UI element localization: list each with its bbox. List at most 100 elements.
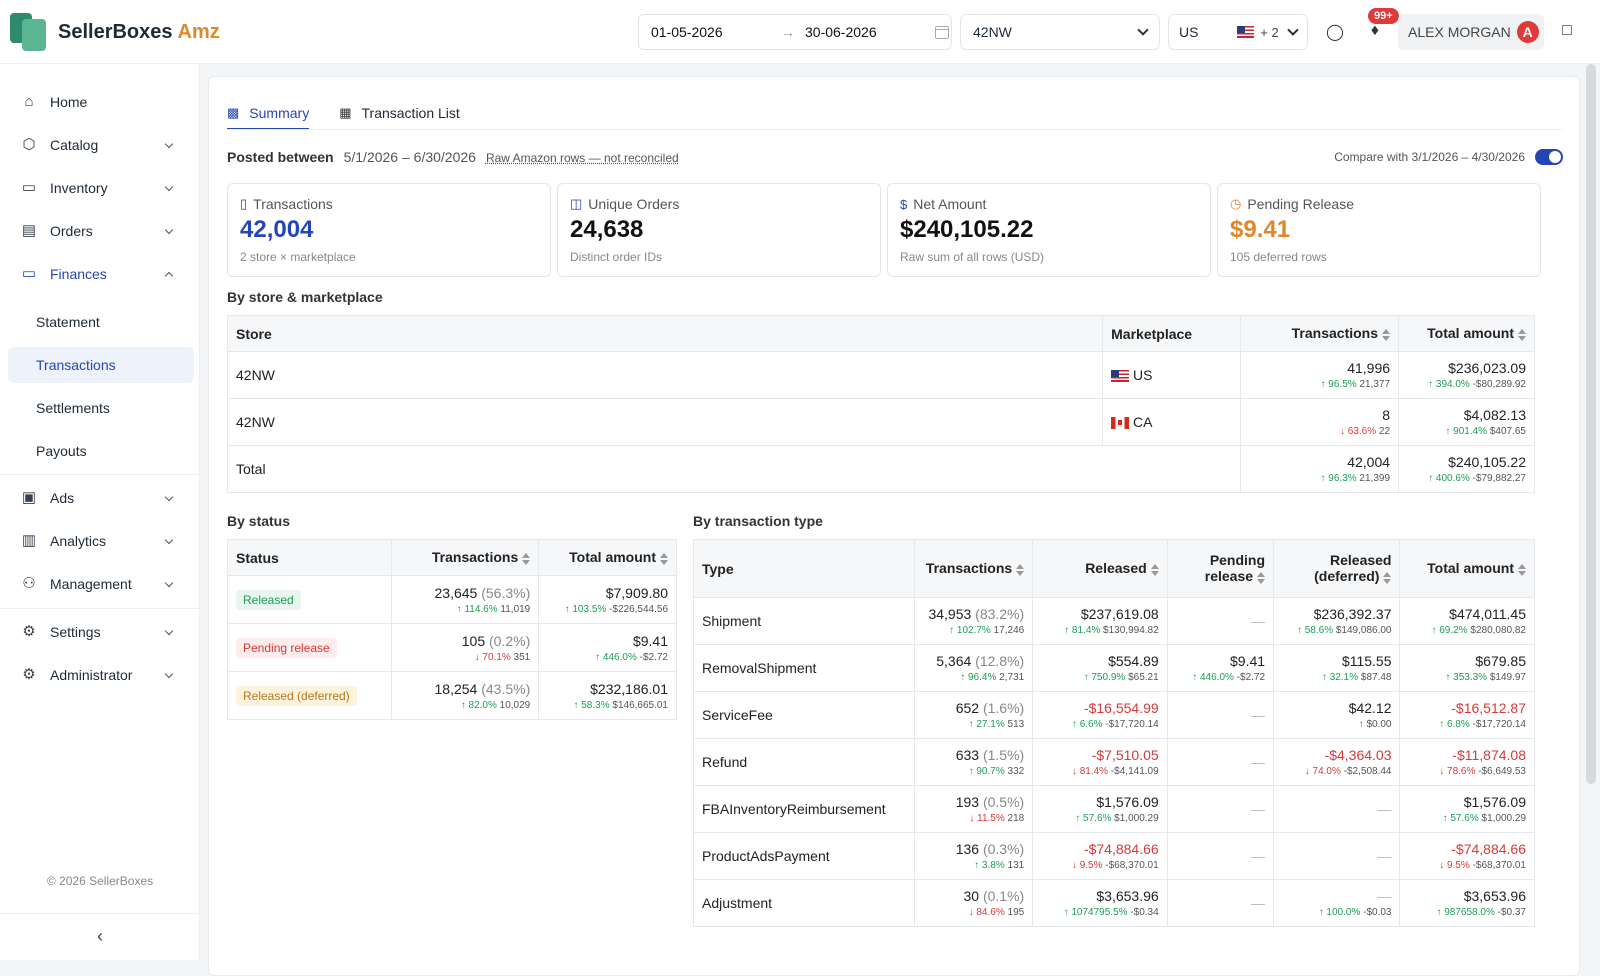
sidebar-item-management[interactable]: ⚇ Management: [8, 566, 194, 602]
app-logo[interactable]: SellerBoxes Amz: [10, 12, 220, 52]
sort-icon[interactable]: [1382, 328, 1391, 342]
arrow-up-icon: ↑ 6.8%: [1439, 719, 1470, 730]
table-cell: $240,105.22 ↑ 400.6% -$79,882.27: [1398, 445, 1535, 493]
share-percent: (0.1%): [979, 888, 1025, 904]
marketplace-select[interactable]: US + 2: [1168, 14, 1308, 50]
column-header[interactable]: Released: [1032, 539, 1168, 598]
table-row[interactable]: ProductAdsPayment 136 (0.3%) ↑ 3.8% 131 -$7…: [693, 832, 1535, 880]
sidebar-item-inventory[interactable]: ▭ Inventory: [8, 170, 194, 206]
date-to[interactable]: 30-06-2026: [805, 24, 877, 40]
sidebar-item-finances[interactable]: ▭ Finances: [8, 256, 194, 292]
sort-icon[interactable]: [1016, 563, 1025, 577]
column-header[interactable]: Total amount: [1398, 315, 1535, 352]
table-row[interactable]: Shipment 34,953 (83.2%) ↑ 102.7% 17,246 $23…: [693, 597, 1535, 645]
lightbulb-icon[interactable]: ◯: [1326, 24, 1344, 41]
column-header[interactable]: Released (deferred): [1273, 539, 1401, 598]
calendar-icon[interactable]: [935, 25, 949, 39]
us-flag-icon: [1111, 370, 1130, 383]
table-row[interactable]: Refund 633 (1.5%) ↑ 90.7% 332 -$7,510.05 ↓ 8…: [693, 738, 1535, 786]
sidebar-item-analytics[interactable]: ▥ Analytics: [8, 523, 194, 559]
previous-value: 218: [1004, 813, 1025, 824]
tab-summary[interactable]: ▩ Summary: [227, 97, 310, 130]
tab-transaction-list[interactable]: ▦ Transaction List: [339, 97, 460, 129]
compare-toggle[interactable]: [1535, 149, 1563, 165]
table-cell: 652 (1.6%) ↑ 27.1% 513: [913, 691, 1034, 739]
date-range-picker[interactable]: 01-05-2026 → 30-06-2026: [638, 14, 952, 50]
store-select[interactable]: 42NW: [960, 14, 1160, 50]
column-header[interactable]: Total amount: [1399, 539, 1535, 598]
sidebar-item-orders[interactable]: ▤ Orders: [8, 213, 194, 249]
sidebar-subitem-settlements[interactable]: Settlements: [36, 400, 110, 416]
sidebar-item-label: Administrator: [50, 667, 133, 683]
sort-icon[interactable]: [660, 552, 668, 566]
sidebar: ⌂ Home ⬡ Catalog ▭ Inventory ▤ Orders ▭ Finances ▣…: [0, 64, 200, 960]
column-header[interactable]: Pending release: [1166, 539, 1275, 598]
column-header[interactable]: Transactions: [390, 539, 540, 576]
table-row[interactable]: 42NW US 41,996 ↑ 96.5% 21,377 $236,023.09 ↑ …: [226, 351, 1535, 399]
column-header[interactable]: Transactions: [913, 539, 1034, 598]
clipboard-icon: ▤: [21, 222, 37, 239]
date-from[interactable]: 01-05-2026: [651, 24, 723, 40]
sidebar-subitem-transactions[interactable]: Transactions: [8, 347, 194, 383]
sort-icon[interactable]: [1383, 571, 1392, 585]
arrow-up-icon: ↑ 394.0%: [1428, 379, 1470, 390]
sidebar-item-label: Home: [50, 94, 88, 110]
table-row[interactable]: FBAInventoryReimbursement 193 (0.5%) ↓ 11.…: [693, 785, 1535, 833]
sort-icon[interactable]: [1257, 571, 1266, 585]
table-row[interactable]: Pending release 105 (0.2%) ↓ 70.1% 351 $9.4…: [227, 623, 677, 672]
column-header-label: Released: [1085, 560, 1147, 577]
table-row[interactable]: Released (deferred) 18,254 (43.5%) ↑ 82.0%…: [227, 671, 677, 720]
arrow-down-icon: ↓ 78.6%: [1439, 766, 1476, 777]
marketplace-select-value: US: [1179, 24, 1199, 40]
avatar: A: [1516, 21, 1539, 43]
change-indicator: ↑ 102.7% 17,246: [923, 625, 1024, 636]
previous-value: -$0.34: [1127, 907, 1159, 918]
table-cell: $9.41 ↑ 446.0% -$2.72: [538, 623, 677, 672]
sidebar-item-settings[interactable]: ⚙ Settings: [8, 614, 194, 650]
sort-icon[interactable]: [1518, 563, 1526, 577]
sidebar-item-ads[interactable]: ▣ Ads: [8, 480, 194, 516]
sidebar-item-catalog[interactable]: ⬡ Catalog: [8, 127, 194, 163]
change-indicator: ↑ 1074795.5% -$0.34: [1041, 907, 1159, 918]
document-icon: ▯: [240, 196, 248, 211]
change-indicator: ↓ 9.5% -$68,370.01: [1041, 860, 1159, 871]
sidebar-subitem-payouts[interactable]: Payouts: [36, 443, 87, 459]
cell-value: $1,576.09: [1096, 794, 1159, 810]
table-row[interactable]: 42NW CA 8 ↓ 63.6% 22 $4,082.13 ↑ 901.4% $407…: [226, 398, 1535, 446]
share-percent: (1.6%): [979, 700, 1025, 716]
raw-rows-note[interactable]: Raw Amazon rows — not reconciled: [485, 151, 679, 165]
cell-value: 34,953 (83.2%): [928, 606, 1025, 622]
bell-icon[interactable]: ♦: [1370, 22, 1380, 39]
collapse-sidebar-icon[interactable]: ‹: [0, 913, 200, 957]
home-icon: ⌂: [24, 93, 34, 110]
sidebar-item-administrator[interactable]: ⚙ Administrator: [8, 657, 194, 693]
sort-icon[interactable]: [1150, 563, 1159, 577]
table-row[interactable]: ServiceFee 652 (1.6%) ↑ 27.1% 513 -$16,554.…: [693, 691, 1535, 739]
column-header-label: Total amount: [1427, 325, 1514, 342]
arrow-up-icon: ↑ 901.4%: [1445, 426, 1488, 437]
table-row[interactable]: Released 23,645 (56.3%) ↑ 114.6% 11,019 $7,…: [227, 575, 677, 624]
table-header-row: Store Marketplace Transactions Total amount: [226, 315, 1535, 352]
user-menu[interactable]: ALEX MORGAN A: [1398, 14, 1544, 50]
arrow-up-icon: ↑ 81.4%: [1064, 625, 1101, 636]
sidebar-item-home[interactable]: ⌂ Home: [8, 84, 194, 120]
sidebar-subitem-statement[interactable]: Statement: [36, 314, 100, 330]
column-header[interactable]: Transactions: [1240, 315, 1400, 352]
scrollbar[interactable]: [1586, 64, 1596, 784]
gear-icon: ⚙: [22, 623, 36, 640]
column-header[interactable]: Total amount: [538, 539, 677, 576]
table-row[interactable]: Adjustment 30 (0.1%) ↓ 84.6% 195 $3,653.96 ↑…: [693, 879, 1535, 927]
chevron-down-icon: [164, 492, 174, 502]
lock-icon[interactable]: □: [1562, 22, 1572, 39]
status-badge: Released (deferred): [236, 685, 357, 706]
sort-icon[interactable]: [522, 552, 531, 566]
sort-icon[interactable]: [1518, 328, 1526, 342]
cell-value: $115.55: [1341, 653, 1392, 669]
column-header-label: Transactions: [431, 549, 519, 566]
tab-summary-label: Summary: [249, 105, 310, 121]
table-cell: $4,082.13 ↑ 901.4% $407.65: [1398, 398, 1535, 446]
change-indicator: ↑ 32.1% $87.48: [1282, 672, 1392, 683]
column-header-label: Store: [236, 325, 272, 342]
table-cell: — ↑ 100.0% -$0.03: [1273, 879, 1401, 927]
table-row[interactable]: RemovalShipment 5,364 (12.8%) ↑ 96.4% 2,73…: [693, 644, 1535, 692]
